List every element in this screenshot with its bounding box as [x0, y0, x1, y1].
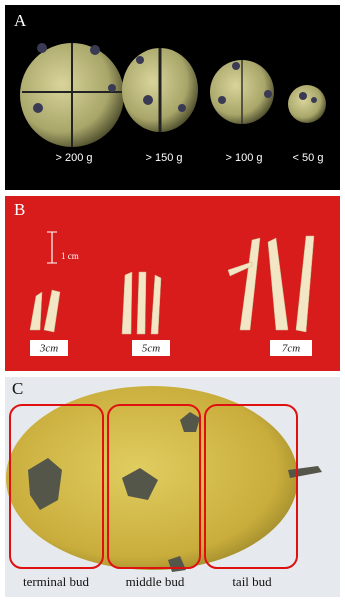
panel-label: A — [14, 11, 27, 30]
scale-label: 1 cm — [61, 251, 79, 261]
caption: > 200 g — [55, 152, 92, 164]
caption: < 50 g — [293, 152, 324, 164]
panel-b: B 1 cm — [5, 196, 340, 371]
caption: 5cm — [142, 343, 160, 355]
caption: middle bud — [126, 574, 185, 589]
panel-label: B — [14, 200, 25, 219]
panel-a: A — [5, 5, 340, 190]
potato — [288, 85, 326, 123]
panel-label: C — [12, 379, 23, 398]
caption: 7cm — [282, 343, 300, 355]
panel-c: C — [5, 377, 340, 597]
caption: terminal bud — [23, 574, 90, 589]
caption: > 100 g — [225, 152, 262, 164]
caption: > 150 g — [145, 152, 182, 164]
caption: tail bud — [232, 574, 272, 589]
caption: 3cm — [39, 343, 58, 355]
